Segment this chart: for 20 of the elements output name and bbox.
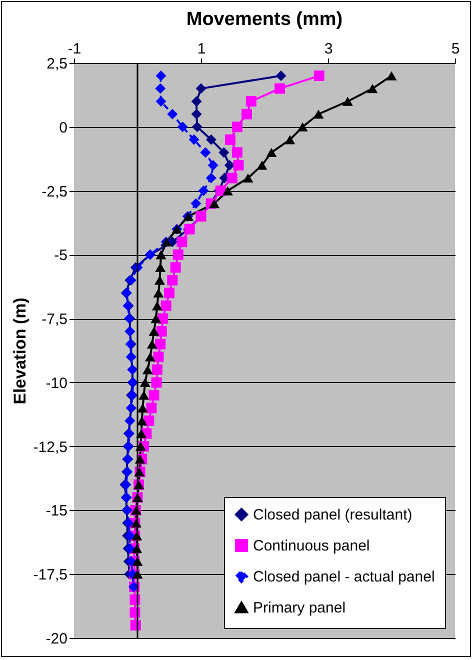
y-tick-label: -12,5 xyxy=(33,438,68,456)
legend-label: Primary panel xyxy=(253,600,346,616)
x-tick-label: 5 xyxy=(451,40,460,58)
chart-title: Movements (mm) xyxy=(186,9,343,30)
x-tick-label: 1 xyxy=(197,40,206,58)
y-tick-label: -2,5 xyxy=(42,183,68,200)
x-tick-label: 3 xyxy=(324,40,333,58)
y-tick-label: 2,5 xyxy=(46,56,68,72)
x-tick-label: -1 xyxy=(68,40,82,58)
y-tick-label: -20 xyxy=(46,630,68,648)
y-tick-label: -17,5 xyxy=(33,566,68,584)
y-tick-label: -15 xyxy=(46,502,68,520)
y-tick-label: -10 xyxy=(46,374,68,392)
y-axis-title: Elevation (m) xyxy=(10,298,30,404)
legend-label: Closed panel (resultant) xyxy=(253,506,412,524)
legend-label: Closed panel - actual panel xyxy=(253,568,435,586)
y-tick-label: -7,5 xyxy=(42,311,68,328)
y-tick-label: -5 xyxy=(54,247,68,264)
y-tick-label: 0 xyxy=(59,119,68,136)
legend-label: Continuous panel xyxy=(253,538,370,554)
